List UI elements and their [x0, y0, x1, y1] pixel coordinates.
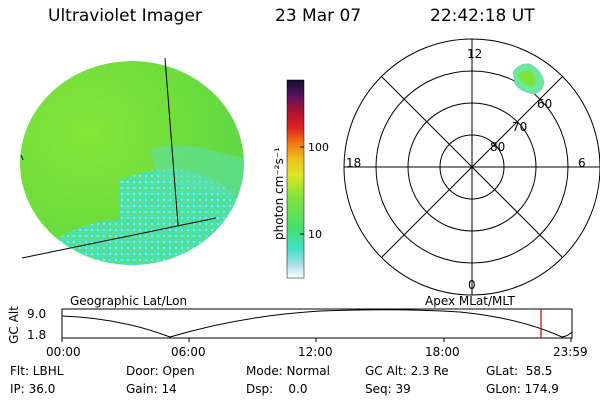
apex-caption: Apex MLat/MLT	[425, 294, 515, 308]
xtick-1800: 18:00	[425, 345, 460, 359]
mlat-label-60: 60	[537, 97, 553, 111]
status-seq: Seq: 39	[365, 382, 411, 396]
date-label: 23 Mar 07	[275, 6, 362, 26]
status-gain: Gain: 14	[126, 382, 177, 396]
xtick-0600: 06:00	[171, 345, 206, 359]
altitude-ytick-top: 9.0	[27, 307, 47, 321]
mlt-label-18: 18	[346, 156, 362, 170]
xtick-0000: 00:00	[46, 345, 81, 359]
colorbar-tick-label-100: 100	[308, 141, 329, 154]
parallel-line	[21, 217, 217, 259]
limb-tick	[20, 154, 24, 161]
mlat-label-80: 80	[490, 140, 506, 154]
altitude-ylabel: GC Alt	[7, 306, 21, 344]
altitude-ytick-bottom: 1.8	[27, 328, 47, 342]
colorbar	[286, 79, 305, 279]
status-glat: GLat: 58.5	[486, 364, 553, 378]
status-glon: GLon: 174.9	[486, 382, 559, 396]
mlt-label-0: 0	[468, 278, 476, 292]
instrument-title: Ultraviolet Imager	[48, 6, 202, 26]
xtick-2359: 23:59	[553, 345, 588, 359]
status-gc-alt: GC Alt: 2.3 Re	[365, 364, 449, 378]
colorbar-tick-label-10: 10	[308, 228, 322, 241]
geographic-caption: Geographic Lat/Lon	[70, 294, 188, 308]
xtick-1200: 12:00	[298, 345, 333, 359]
altitude-plot-frame	[61, 308, 573, 339]
status-door: Door: Open	[126, 364, 195, 378]
meridian-line	[164, 57, 179, 226]
time-label: 22:42:18 UT	[430, 6, 535, 26]
status-filter: Flt: LBHL	[10, 364, 64, 378]
polar-auroral-core	[518, 70, 536, 86]
mlat-label-70: 70	[512, 120, 528, 134]
mlt-label-6: 6	[578, 156, 586, 170]
status-dsp: Dsp: 0.0	[246, 382, 308, 396]
polar-diag-line-2	[381, 76, 563, 258]
mlt-label-12: 12	[467, 47, 483, 61]
status-mode: Mode: Normal	[246, 364, 330, 378]
altitude-curve	[61, 309, 573, 338]
status-ip: IP: 36.0	[10, 382, 56, 396]
